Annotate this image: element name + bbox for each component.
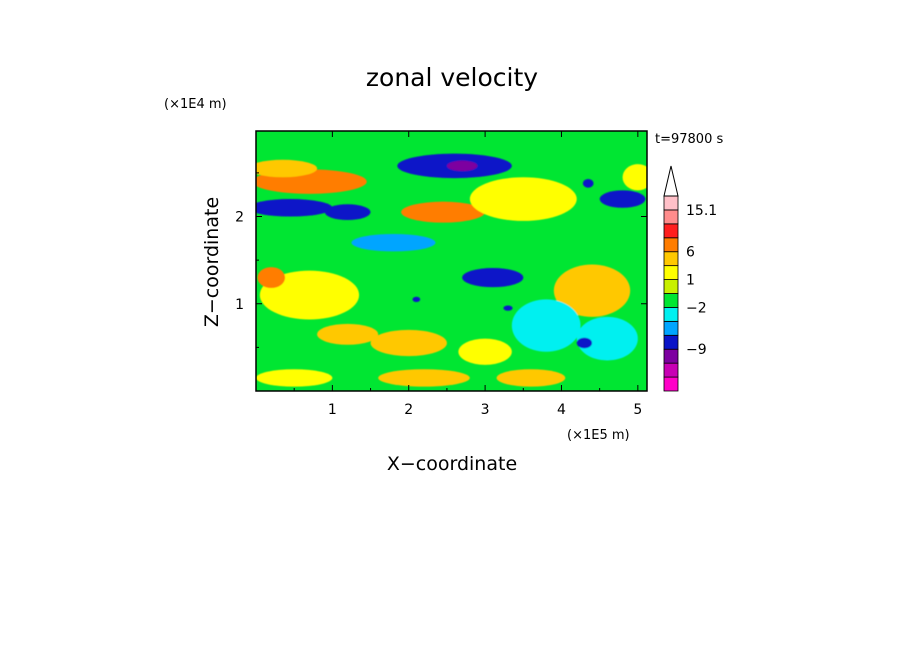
x-tick-label: 5 <box>633 402 642 418</box>
contour-region-7 <box>469 177 577 221</box>
x-axis-label: X−coordinate <box>387 453 517 475</box>
colorbar-swatch <box>663 307 679 322</box>
contour-region-17 <box>370 329 447 357</box>
contour-region-14 <box>576 316 638 361</box>
contour-region-21 <box>496 369 566 387</box>
chart-title: zonal velocity <box>366 63 538 92</box>
contour-region-6 <box>401 201 486 223</box>
colorbar-label: −2 <box>686 300 707 316</box>
colorbar-swatch <box>663 334 679 350</box>
x-tick-label: 4 <box>557 402 566 418</box>
colorbar-swatch <box>663 195 679 211</box>
y-tick-label: 1 <box>235 297 244 313</box>
contour-region-19 <box>256 369 333 387</box>
contour-region-12 <box>257 267 286 289</box>
contour-region-13 <box>511 299 581 352</box>
y-axis-label: Z−coordinate <box>201 197 223 327</box>
contour-region-23 <box>622 164 647 191</box>
colorbar-label: 6 <box>686 245 695 261</box>
contour-region-1 <box>256 159 318 178</box>
colorbar-swatch <box>663 237 679 253</box>
contour-region-11 <box>553 264 631 317</box>
contour-region-2 <box>256 199 333 217</box>
y-axis: 12 <box>235 172 647 348</box>
colorbar-swatch <box>663 320 679 336</box>
colorbar-swatch <box>663 362 679 378</box>
contour-region-18 <box>458 338 512 365</box>
colorbar-swatch <box>663 293 679 308</box>
plot-frame <box>255 130 648 392</box>
contour-region-5 <box>446 160 478 172</box>
y-unit-label: (×1E4 m) <box>164 97 227 112</box>
colorbar-swatch <box>663 348 679 364</box>
colorbar-swatch <box>663 376 679 392</box>
x-tick-label: 2 <box>404 402 413 418</box>
time-label: t=97800 s <box>655 132 723 147</box>
contour-region-24 <box>412 296 421 303</box>
contour-region-15 <box>576 337 593 349</box>
contour-region-8 <box>351 233 436 252</box>
colorbar <box>663 165 679 392</box>
colorbar-label: 15.1 <box>686 203 717 219</box>
contour-region-16 <box>317 323 379 345</box>
colorbar-swatch <box>663 251 679 267</box>
x-tick-label: 1 <box>328 402 337 418</box>
contour-region-10 <box>259 270 360 320</box>
colorbar-swatch <box>663 209 679 225</box>
colorbar-label: 1 <box>686 273 695 289</box>
x-axis: 1 2 3 4 5 <box>293 131 642 418</box>
contour-region-20 <box>378 369 470 387</box>
colorbar-labels: 15.1 6 1 −2 −9 <box>686 203 717 358</box>
x-unit-label: (×1E5 m) <box>567 428 630 443</box>
contour-region-25 <box>503 305 513 311</box>
colorbar-extend-arrow <box>663 165 679 197</box>
y-tick-label: 2 <box>235 210 244 226</box>
contour-region-3 <box>324 204 371 220</box>
x-tick-label: 3 <box>481 402 490 418</box>
colorbar-swatch <box>663 223 679 239</box>
contour-region-22 <box>599 190 646 208</box>
colorbar-swatch <box>663 265 679 280</box>
plot-area <box>256 131 647 391</box>
contour-region-26 <box>582 178 594 188</box>
contour-region-9 <box>462 267 524 288</box>
colorbar-swatch <box>663 279 679 294</box>
colorbar-label: −9 <box>686 342 707 358</box>
